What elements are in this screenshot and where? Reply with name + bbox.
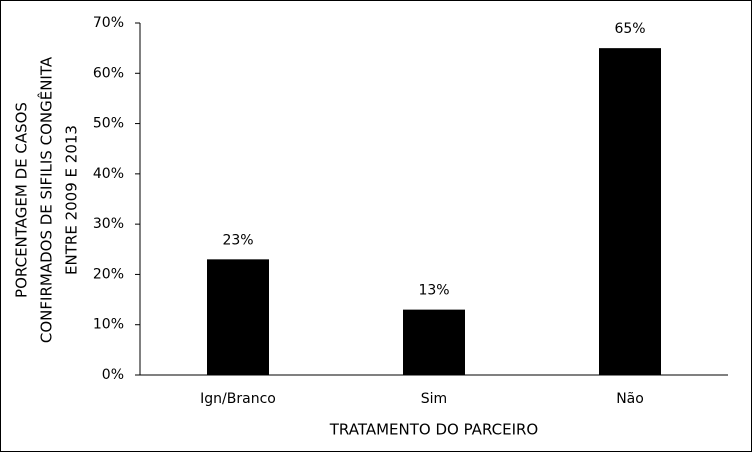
x-tick-label: Sim: [421, 391, 447, 407]
x-tick-label: Ign/Branco: [200, 391, 276, 407]
y-axis-title-line: PORCENTAGEM DE CASOS: [13, 102, 31, 298]
y-tick-label: 60%: [93, 65, 124, 81]
y-tick-label: 50%: [93, 116, 124, 132]
y-tick-label: 0%: [102, 367, 124, 383]
x-axis-title: TRATAMENTO DO PARCEIRO: [329, 421, 538, 439]
bar: [403, 309, 465, 375]
value-label: 13%: [418, 283, 449, 299]
value-label: 65%: [614, 21, 645, 37]
y-axis-title-line: ENTRE 2009 E 2013: [63, 125, 81, 275]
y-axis-title: PORCENTAGEM DE CASOS CONFIRMADOS DE SIFI…: [13, 56, 81, 343]
y-tick-label: 40%: [93, 166, 124, 182]
y-tick-label: 20%: [93, 266, 124, 282]
y-axis-title-line: CONFIRMADOS DE SIFILIS CONGÊNITA: [37, 56, 56, 343]
bar: [207, 259, 269, 375]
x-tick-label: Não: [616, 391, 644, 407]
value-label: 23%: [222, 232, 253, 248]
y-tick-label: 30%: [93, 216, 124, 232]
y-tick-label: 10%: [93, 317, 124, 333]
bar: [599, 48, 661, 376]
y-tick-label: 70%: [93, 15, 124, 31]
